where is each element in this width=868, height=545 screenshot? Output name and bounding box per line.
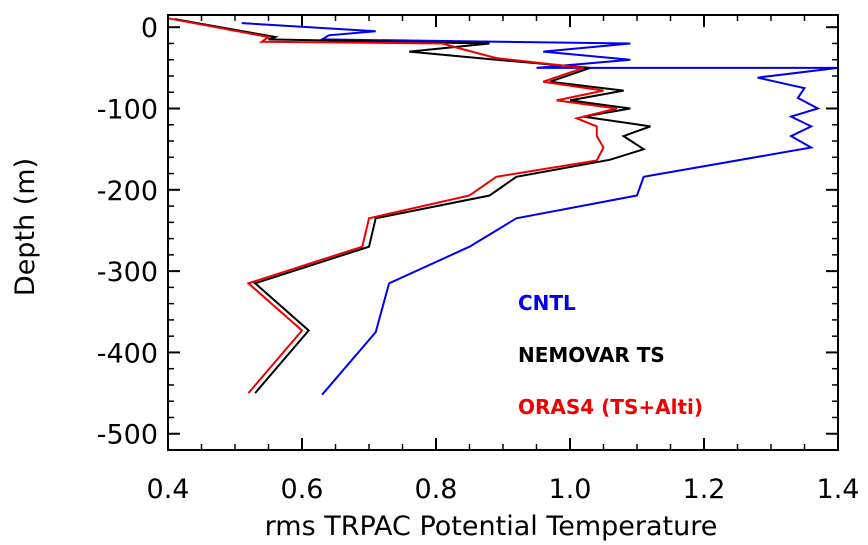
y-tick-label-neg500: -500	[97, 420, 158, 451]
series-line-oras4	[167, 17, 618, 394]
legend-label-nemovar-ts: NEMOVAR TS	[518, 343, 665, 367]
y-tick-label-neg200: -200	[97, 176, 158, 207]
x-tick-label-1-2: 1.2	[683, 474, 726, 505]
legend: CNTL NEMOVAR TS ORAS4 (TS+Alti)	[518, 291, 703, 419]
x-tick-label-0-4: 0.4	[147, 474, 190, 505]
x-tick-label-1-4: 1.4	[817, 474, 860, 505]
legend-label-oras4: ORAS4 (TS+Alti)	[518, 395, 703, 419]
y-tick-label-0: 0	[141, 13, 158, 44]
y-tick-label-neg300: -300	[97, 257, 158, 288]
x-tick-label-0-8: 0.8	[415, 474, 458, 505]
series-line-cntl	[241, 22, 839, 396]
y-axis-label: Depth (m)	[10, 158, 41, 296]
labels-layer: 0.4 0.6 0.8 1.0 1.2 1.4 0 -100 -200 -300 -400 -500	[97, 13, 860, 505]
y-tick-label-neg400: -400	[97, 338, 158, 369]
plot-frame	[167, 14, 839, 451]
x-axis-label: rms TRPAC Potential Temperature	[265, 511, 718, 542]
legend-label-cntl: CNTL	[518, 291, 576, 315]
ticks-layer	[167, 15, 839, 451]
series-layer	[167, 17, 839, 396]
x-tick-label-1-0: 1.0	[549, 474, 592, 505]
x-tick-label-0-6: 0.6	[281, 474, 324, 505]
y-tick-label-neg100: -100	[97, 95, 158, 126]
